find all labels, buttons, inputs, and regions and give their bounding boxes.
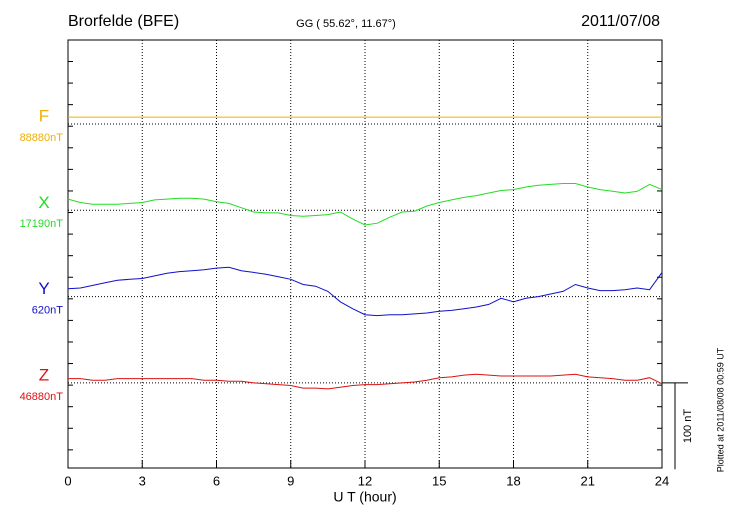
chart-date: 2011/07/08 (581, 13, 660, 30)
x-axis-label: U T (hour) (333, 489, 396, 505)
x-tick-label: 12 (358, 473, 372, 488)
series-name: F (39, 106, 49, 125)
x-tick-label: 9 (287, 473, 294, 488)
plotted-note: Plotted at 2011/08/08 00:59 UT (715, 347, 725, 472)
series-name: X (38, 193, 49, 212)
chart-subtitle: GG ( 55.62°, 11.67°) (296, 18, 396, 30)
x-tick-label: 0 (64, 473, 71, 488)
series-line (67, 266, 663, 317)
x-tick-label: 18 (506, 473, 520, 488)
x-tick-label: 3 (139, 473, 146, 488)
series-name: Y (38, 279, 49, 298)
x-tick-label: 15 (432, 473, 446, 488)
baseline-label: 46880nT (20, 391, 64, 403)
scale-bar-label: 100 nT (682, 409, 694, 444)
x-tick-label: 24 (655, 473, 669, 488)
baseline-label: 17190nT (20, 218, 64, 230)
series-line (67, 183, 663, 226)
x-tick-label: 6 (213, 473, 220, 488)
baseline-label: 88880nT (20, 132, 64, 144)
chart-title: Brorfelde (BFE) (68, 13, 179, 30)
series-line (68, 373, 663, 390)
x-tick-label: 21 (581, 473, 595, 488)
series-name: Z (39, 365, 49, 384)
baseline-label: 620nT (32, 305, 63, 317)
